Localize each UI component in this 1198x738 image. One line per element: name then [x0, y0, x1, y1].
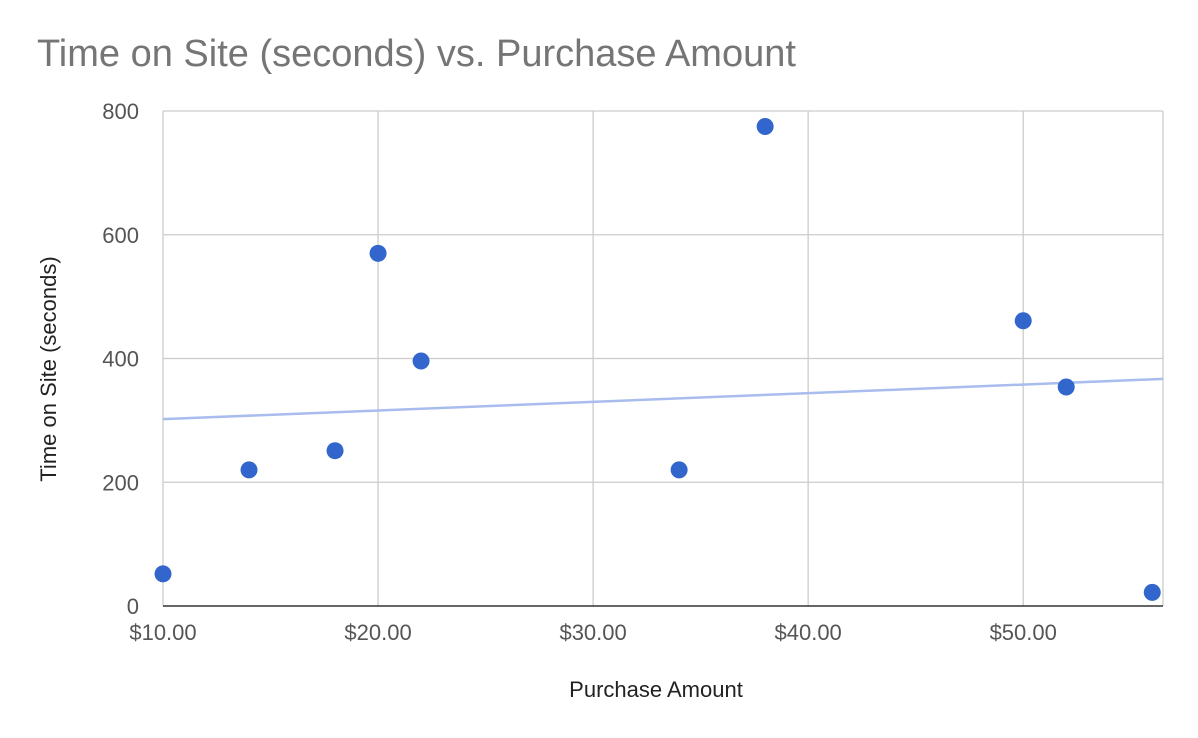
y-tick-label: 600 [102, 223, 139, 248]
y-axis-tick-labels: 0 200 400 600 800 [102, 99, 139, 619]
y-axis-title: Time on Site (seconds) [36, 256, 61, 481]
x-tick-label: $40.00 [775, 620, 842, 645]
x-tick-label: $20.00 [344, 620, 411, 645]
y-tick-label: 200 [102, 470, 139, 495]
data-point [412, 352, 430, 370]
x-tick-label: $10.00 [129, 620, 196, 645]
data-point [326, 442, 344, 460]
trendline-layer [162, 377, 1164, 421]
y-tick-label: 400 [102, 347, 139, 372]
x-axis-title: Purchase Amount [569, 677, 743, 702]
chart-title: Time on Site (seconds) vs. Purchase Amou… [37, 33, 796, 75]
x-axis-tick-labels: $10.00 $20.00 $30.00 $40.00 $50.00 [129, 620, 1057, 645]
data-point [1143, 583, 1161, 601]
data-point [369, 244, 387, 262]
data-point [240, 461, 258, 479]
data-points [154, 117, 1161, 601]
grid-lines [162, 110, 1164, 606]
y-tick-label: 0 [127, 594, 139, 619]
data-point [756, 117, 774, 135]
x-tick-label: $30.00 [559, 620, 626, 645]
y-tick-label: 800 [102, 99, 139, 124]
data-point [1014, 312, 1032, 330]
data-point [670, 461, 688, 479]
x-tick-label: $50.00 [990, 620, 1057, 645]
trendline [162, 377, 1164, 421]
data-point [154, 565, 172, 583]
data-point [1057, 378, 1075, 396]
